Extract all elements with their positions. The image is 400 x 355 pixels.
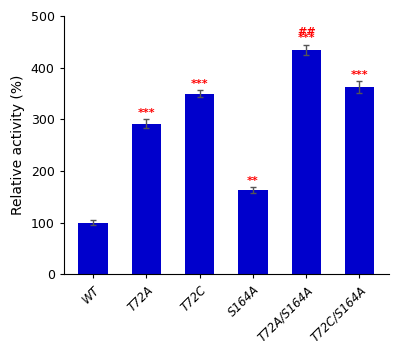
Text: ***: *** xyxy=(297,33,315,44)
Text: ***: *** xyxy=(191,79,208,89)
Bar xyxy=(185,94,214,274)
Text: **: ** xyxy=(247,176,259,186)
Bar xyxy=(292,50,321,274)
Text: ***: *** xyxy=(351,70,368,80)
Text: ##: ## xyxy=(297,27,316,37)
Text: ***: *** xyxy=(138,108,155,119)
Bar xyxy=(78,223,108,274)
Bar xyxy=(238,190,268,274)
Y-axis label: Relative activity (%): Relative activity (%) xyxy=(11,75,25,215)
Bar xyxy=(345,87,374,274)
Bar xyxy=(132,124,161,274)
